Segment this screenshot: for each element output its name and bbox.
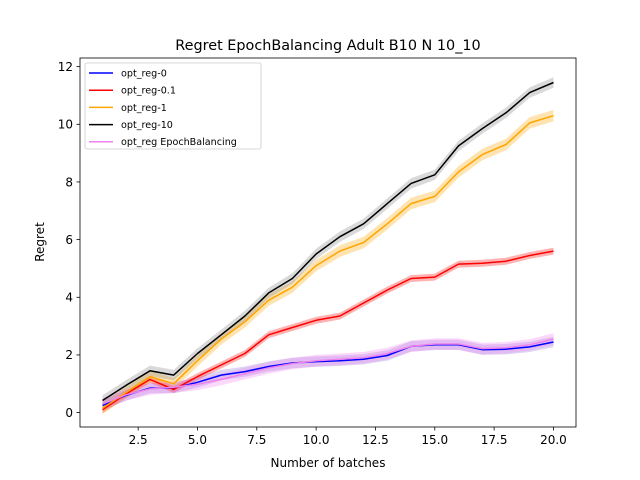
y-tick-label: 10 xyxy=(58,118,73,132)
y-tick-label: 6 xyxy=(65,233,73,247)
x-tick-label: 20.0 xyxy=(540,433,567,447)
y-axis-label: Regret xyxy=(33,222,47,262)
series-lines xyxy=(102,81,554,411)
legend: opt_reg-0 opt_reg-0.1 opt_reg-1 opt_reg-10o… xyxy=(84,62,262,150)
x-tick-label: 5.0 xyxy=(188,433,207,447)
plot-area-frame xyxy=(79,57,577,428)
x-tick-label: 17.5 xyxy=(481,433,508,447)
x-tick-label: 7.5 xyxy=(247,433,266,447)
x-axis-ticks: 2.5 5.0 7.5 10.0 12.5 15.0 17.5 20.0 xyxy=(129,427,567,447)
y-tick-label: 4 xyxy=(65,291,73,305)
y-tick-label: 0 xyxy=(65,406,73,420)
legend-label-opt-reg-1: opt_reg-1 xyxy=(121,103,167,114)
legend-label-opt-reg-10: opt_reg-10 xyxy=(121,120,173,131)
legend-label-opt-reg-epochbalancing: opt_reg EpochBalancing xyxy=(121,137,237,148)
x-tick-label: 10.0 xyxy=(303,433,330,447)
y-axis-ticks: 0 2 4 6 8 10 12 xyxy=(58,60,80,420)
legend-label-opt-reg-0: opt_reg-0 xyxy=(121,68,167,79)
series-line-opt-reg-10 xyxy=(102,81,554,402)
legend-label-opt-reg-0-1: opt_reg-0.1 xyxy=(121,86,176,97)
legend-box xyxy=(84,62,262,150)
confidence-bands xyxy=(102,77,554,415)
band-opt-reg-1 xyxy=(102,109,554,415)
y-tick-label: 12 xyxy=(58,60,73,74)
y-tick-label: 2 xyxy=(65,348,73,362)
x-axis-label: Number of batches xyxy=(271,456,386,470)
chart-title: Regret EpochBalancing Adult B10 N 10_10 xyxy=(175,38,480,54)
x-tick-label: 12.5 xyxy=(362,433,389,447)
series-line-opt-reg-epochbalancing xyxy=(102,338,554,405)
band-opt-reg-10 xyxy=(102,77,554,406)
band-opt-reg-0 xyxy=(102,336,554,411)
y-tick-label: 8 xyxy=(65,175,73,189)
x-tick-label: 15.0 xyxy=(421,433,448,447)
x-tick-label: 2.5 xyxy=(129,433,148,447)
series-line-opt-reg-1 xyxy=(102,114,554,409)
